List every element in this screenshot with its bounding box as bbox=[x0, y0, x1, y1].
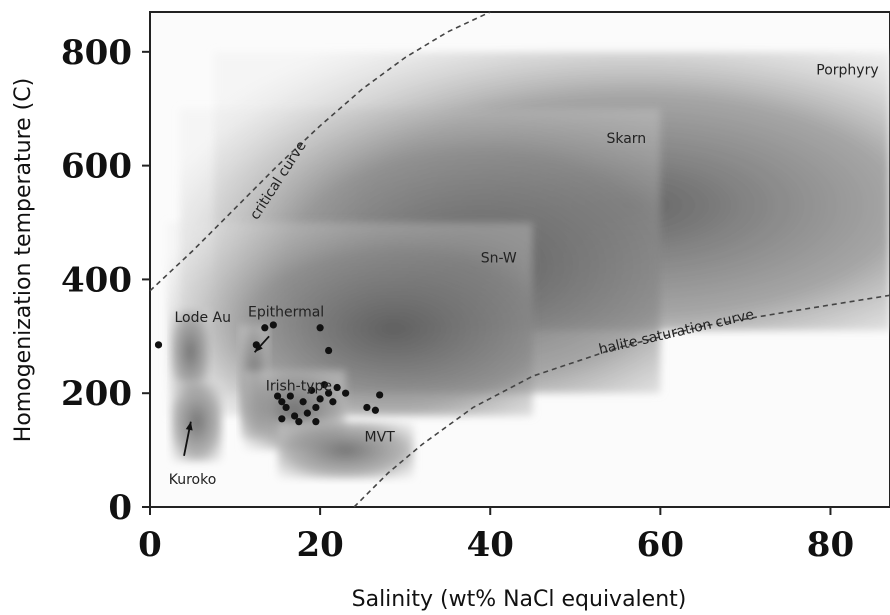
data-point bbox=[333, 383, 341, 392]
y-tick-label: 0 bbox=[108, 488, 132, 528]
critical-curve-line bbox=[149, 11, 491, 292]
data-point bbox=[278, 398, 286, 406]
points-layer bbox=[154, 321, 384, 426]
x-tick-label: 40 bbox=[467, 525, 514, 565]
x-tick-label: 60 bbox=[637, 525, 684, 565]
region-label-epithermal: Epithermal bbox=[248, 304, 324, 320]
x-tick-label: 80 bbox=[807, 525, 854, 565]
data-point bbox=[325, 346, 333, 355]
y-axis-title: Homogenization temperature (C) bbox=[11, 78, 36, 442]
annotation-arrow-head bbox=[185, 421, 193, 431]
regions-layer bbox=[167, 51, 890, 479]
data-point bbox=[342, 389, 350, 397]
data-point bbox=[320, 381, 328, 389]
region-label-mvt: MVT bbox=[365, 430, 396, 446]
data-point bbox=[308, 386, 316, 394]
region-label-lode-au: Lode Au bbox=[174, 310, 231, 326]
data-point bbox=[273, 392, 282, 400]
halite-saturation-curve-line bbox=[353, 294, 890, 508]
region-mvt bbox=[277, 421, 414, 479]
data-point bbox=[303, 409, 311, 417]
region-label-porphyry: Porphyry bbox=[816, 63, 878, 79]
data-point bbox=[312, 403, 320, 412]
data-point bbox=[290, 412, 299, 420]
data-point bbox=[325, 389, 333, 397]
data-point bbox=[278, 415, 286, 423]
x-axis-title: Salinity (wt% NaCl equivalent) bbox=[352, 587, 687, 612]
data-point bbox=[269, 321, 277, 329]
data-point bbox=[295, 418, 303, 426]
region-lode-au bbox=[171, 310, 210, 394]
data-point bbox=[371, 406, 380, 414]
data-point bbox=[316, 395, 324, 403]
data-point bbox=[363, 403, 371, 412]
data-point bbox=[376, 391, 384, 399]
data-point bbox=[299, 398, 307, 406]
y-tick-label: 600 bbox=[61, 147, 132, 187]
annotation-arrow-head bbox=[254, 343, 263, 353]
data-point bbox=[154, 341, 163, 349]
region-sn-w bbox=[167, 222, 533, 416]
region-label-sn-w: Sn-W bbox=[481, 250, 517, 266]
y-tick-label: 800 bbox=[61, 33, 132, 73]
data-point bbox=[316, 324, 324, 332]
data-point bbox=[282, 403, 290, 412]
data-point bbox=[261, 324, 269, 332]
y-tick-label: 200 bbox=[61, 374, 132, 414]
y-tick-label: 400 bbox=[61, 260, 132, 300]
region-label-irish-type: Irish-type bbox=[266, 378, 332, 394]
x-tick-label: 20 bbox=[296, 525, 343, 565]
x-tick-label: 0 bbox=[138, 525, 162, 565]
region-label-skarn: Skarn bbox=[606, 131, 646, 147]
region-kuroko bbox=[171, 381, 223, 462]
curves-layer bbox=[149, 11, 890, 508]
region-label-kuroko: Kuroko bbox=[169, 472, 217, 488]
data-point bbox=[286, 392, 294, 400]
data-point bbox=[329, 398, 337, 406]
arrows-layer bbox=[183, 335, 270, 456]
data-point bbox=[312, 418, 320, 426]
